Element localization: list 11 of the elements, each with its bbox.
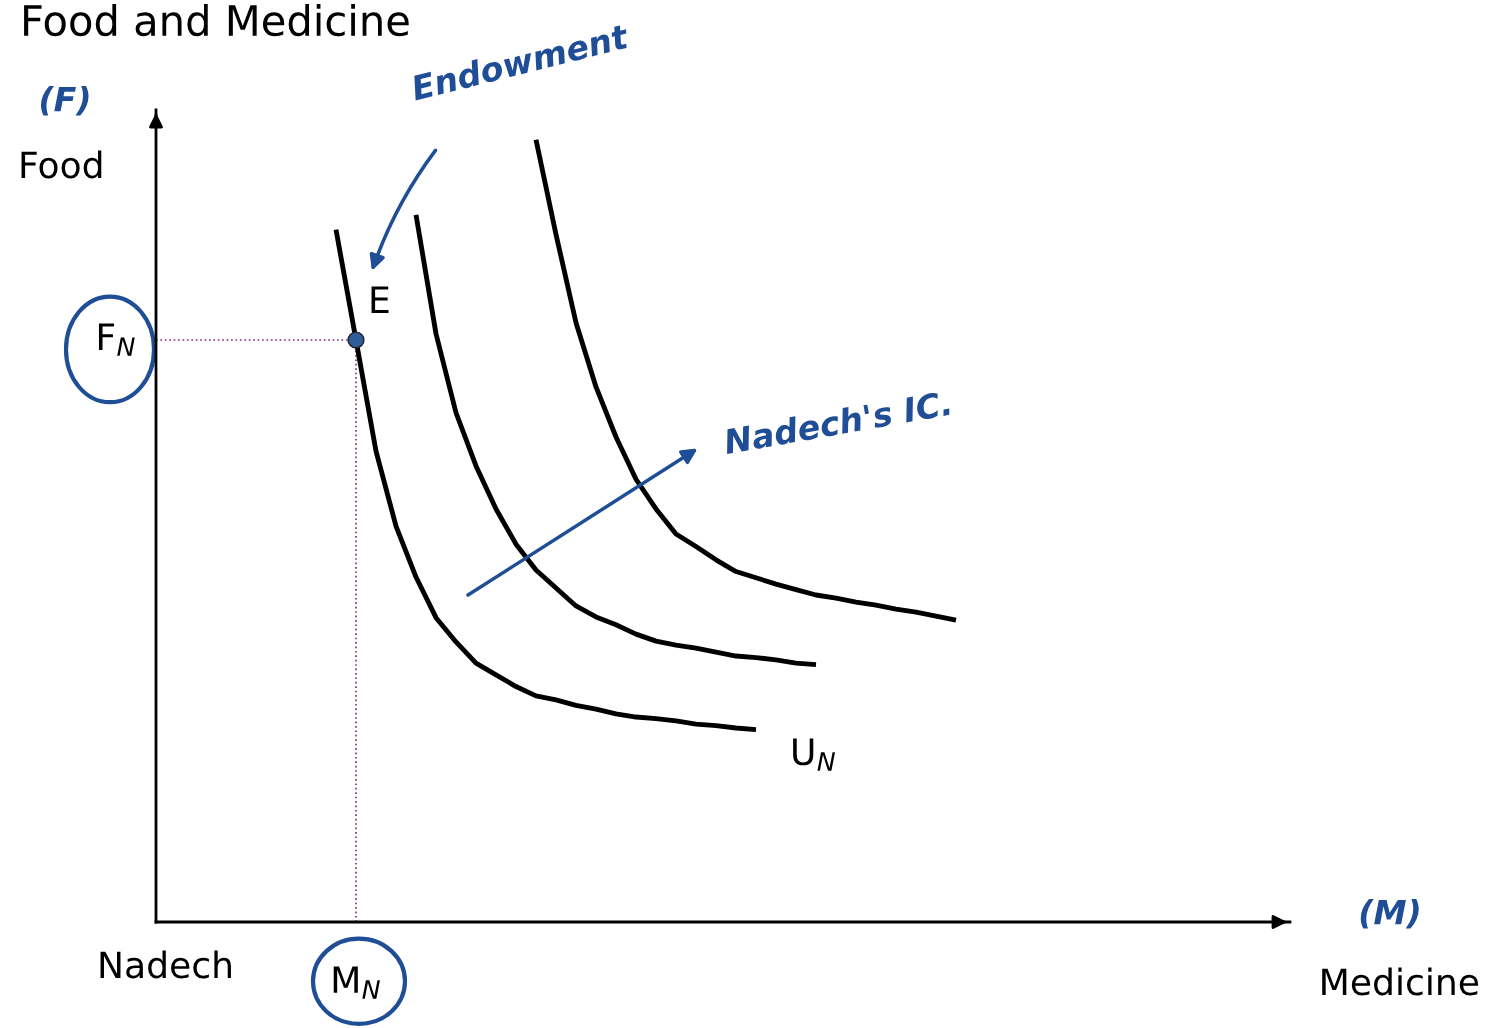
text: (M) (1360, 898, 1419, 929)
x-axis-title: Medicine (1322, 967, 1479, 996)
series-label: U$_{N}$ (793, 738, 836, 771)
text: (F) (40, 85, 89, 116)
annotation: E (371, 286, 389, 313)
text: Nadech (100, 950, 231, 979)
chart-title: Food and Medicine (24, 4, 409, 37)
ref-line-label: F$_{N}$ (98, 323, 135, 356)
y-axis-title: Food (21, 150, 102, 179)
text: M$_{N}$ (333, 966, 380, 999)
annotation: Nadech's IC. (722, 389, 951, 455)
